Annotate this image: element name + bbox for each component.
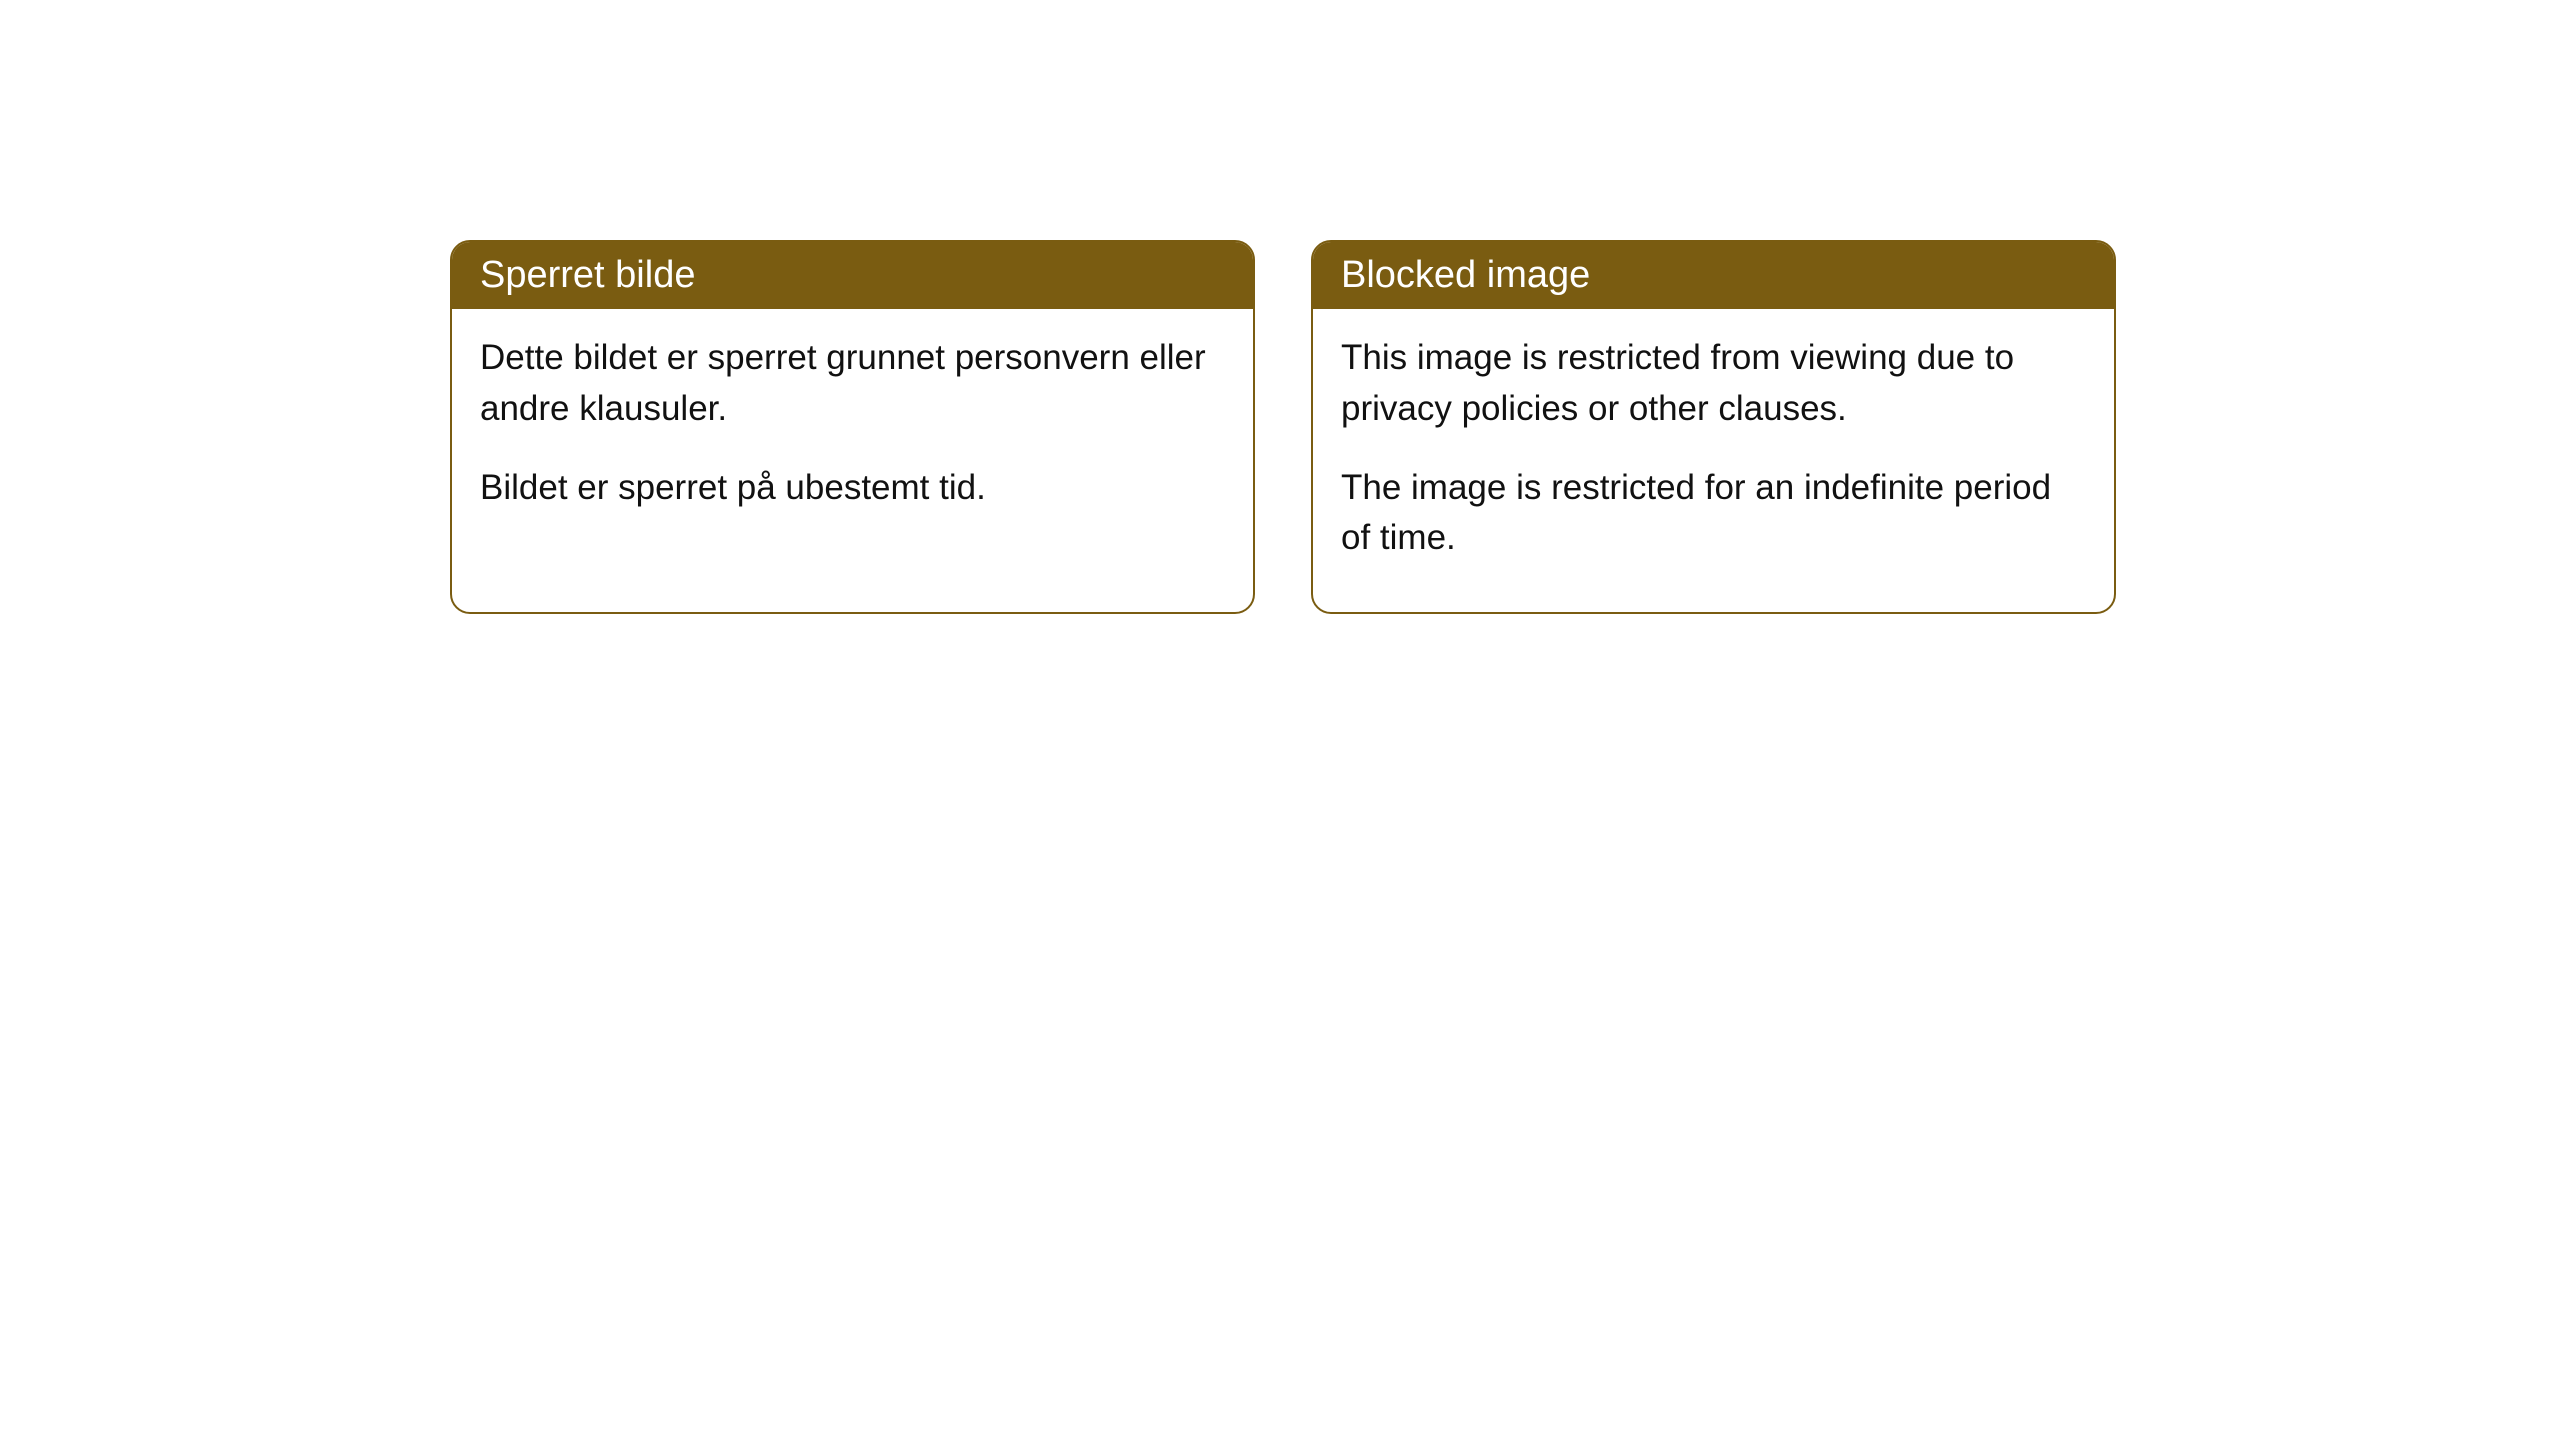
notice-para: Bildet er sperret på ubestemt tid. — [480, 463, 1225, 514]
notice-card-norwegian: Sperret bilde Dette bildet er sperret gr… — [450, 240, 1255, 614]
notice-para: This image is restricted from viewing du… — [1341, 333, 2086, 435]
notice-para: Dette bildet er sperret grunnet personve… — [480, 333, 1225, 435]
notice-para: The image is restricted for an indefinit… — [1341, 463, 2086, 565]
notice-card-title: Sperret bilde — [452, 242, 1253, 309]
notice-cards-container: Sperret bilde Dette bildet er sperret gr… — [450, 240, 2116, 614]
notice-card-english: Blocked image This image is restricted f… — [1311, 240, 2116, 614]
notice-card-body: Dette bildet er sperret grunnet personve… — [452, 309, 1253, 561]
notice-card-body: This image is restricted from viewing du… — [1313, 309, 2114, 612]
notice-card-title: Blocked image — [1313, 242, 2114, 309]
